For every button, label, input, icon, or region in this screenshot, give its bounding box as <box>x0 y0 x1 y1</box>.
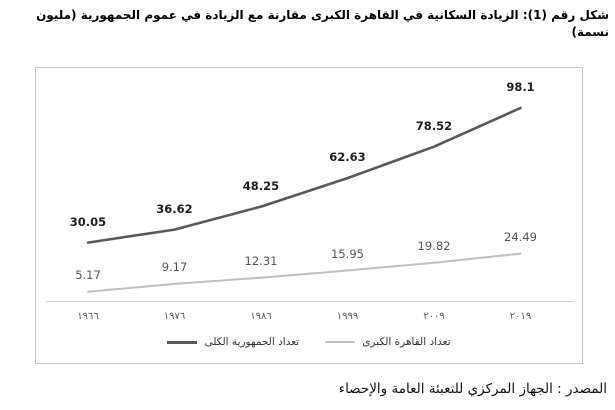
data-label-total: 48.25 <box>242 178 280 193</box>
data-label-total: 30.05 <box>69 214 107 229</box>
data-label-cairo: 15.95 <box>331 246 364 261</box>
chart-legend: تعداد القاهرة الكبرى تعداد الجمهورية الك… <box>36 336 582 348</box>
legend-item-cairo: تعداد القاهرة الكبرى <box>325 336 451 348</box>
x-tick-label: ٢٠٠٩ <box>423 311 445 322</box>
x-tick-label: ٢٠١٩ <box>509 311 532 322</box>
legend-item-total: تعداد الجمهورية الكلى <box>167 336 299 348</box>
data-label-total: 98.1 <box>506 80 535 94</box>
chart-frame: 30.05 36.62 48.25 62.63 78.52 98.1 5.17 9.17 12.… <box>35 67 583 364</box>
data-label-total: 62.63 <box>329 150 366 165</box>
cairo-line-swatch-icon <box>325 341 356 343</box>
cairo-series-line <box>87 252 522 293</box>
plot-svg <box>86 106 522 293</box>
data-label-total: 36.62 <box>156 201 193 216</box>
source-note: المصدر : الجهاز المركزي للتعبئة العامة و… <box>338 381 607 397</box>
data-label-cairo: 12.31 <box>244 253 278 268</box>
data-label-cairo: 24.49 <box>504 229 537 244</box>
data-label-cairo: 19.82 <box>417 238 451 253</box>
x-tick-label: ١٩٦٦ <box>77 311 99 322</box>
x-axis-line <box>46 301 574 302</box>
data-label-total: 78.52 <box>415 118 453 133</box>
legend-label-cairo: تعداد القاهرة الكبرى <box>362 336 451 348</box>
data-label-cairo: 5.17 <box>75 267 101 282</box>
plot-area: 30.05 36.62 48.25 62.63 78.52 98.1 5.17 9.17 12.… <box>36 68 582 363</box>
x-tick-label: ١٩٨٦ <box>250 311 272 322</box>
data-label-cairo: 9.17 <box>161 259 188 274</box>
x-tick-label: ١٩٧٦ <box>163 311 186 322</box>
x-tick-label: ١٩٩٩ <box>336 311 359 322</box>
legend-label-total: تعداد الجمهورية الكلى <box>204 336 300 348</box>
total-line-swatch-icon <box>167 340 198 344</box>
figure-title: شكل رقم (1): الزيادة السكانية في القاهرة… <box>36 8 609 40</box>
total-series-line <box>86 106 522 244</box>
